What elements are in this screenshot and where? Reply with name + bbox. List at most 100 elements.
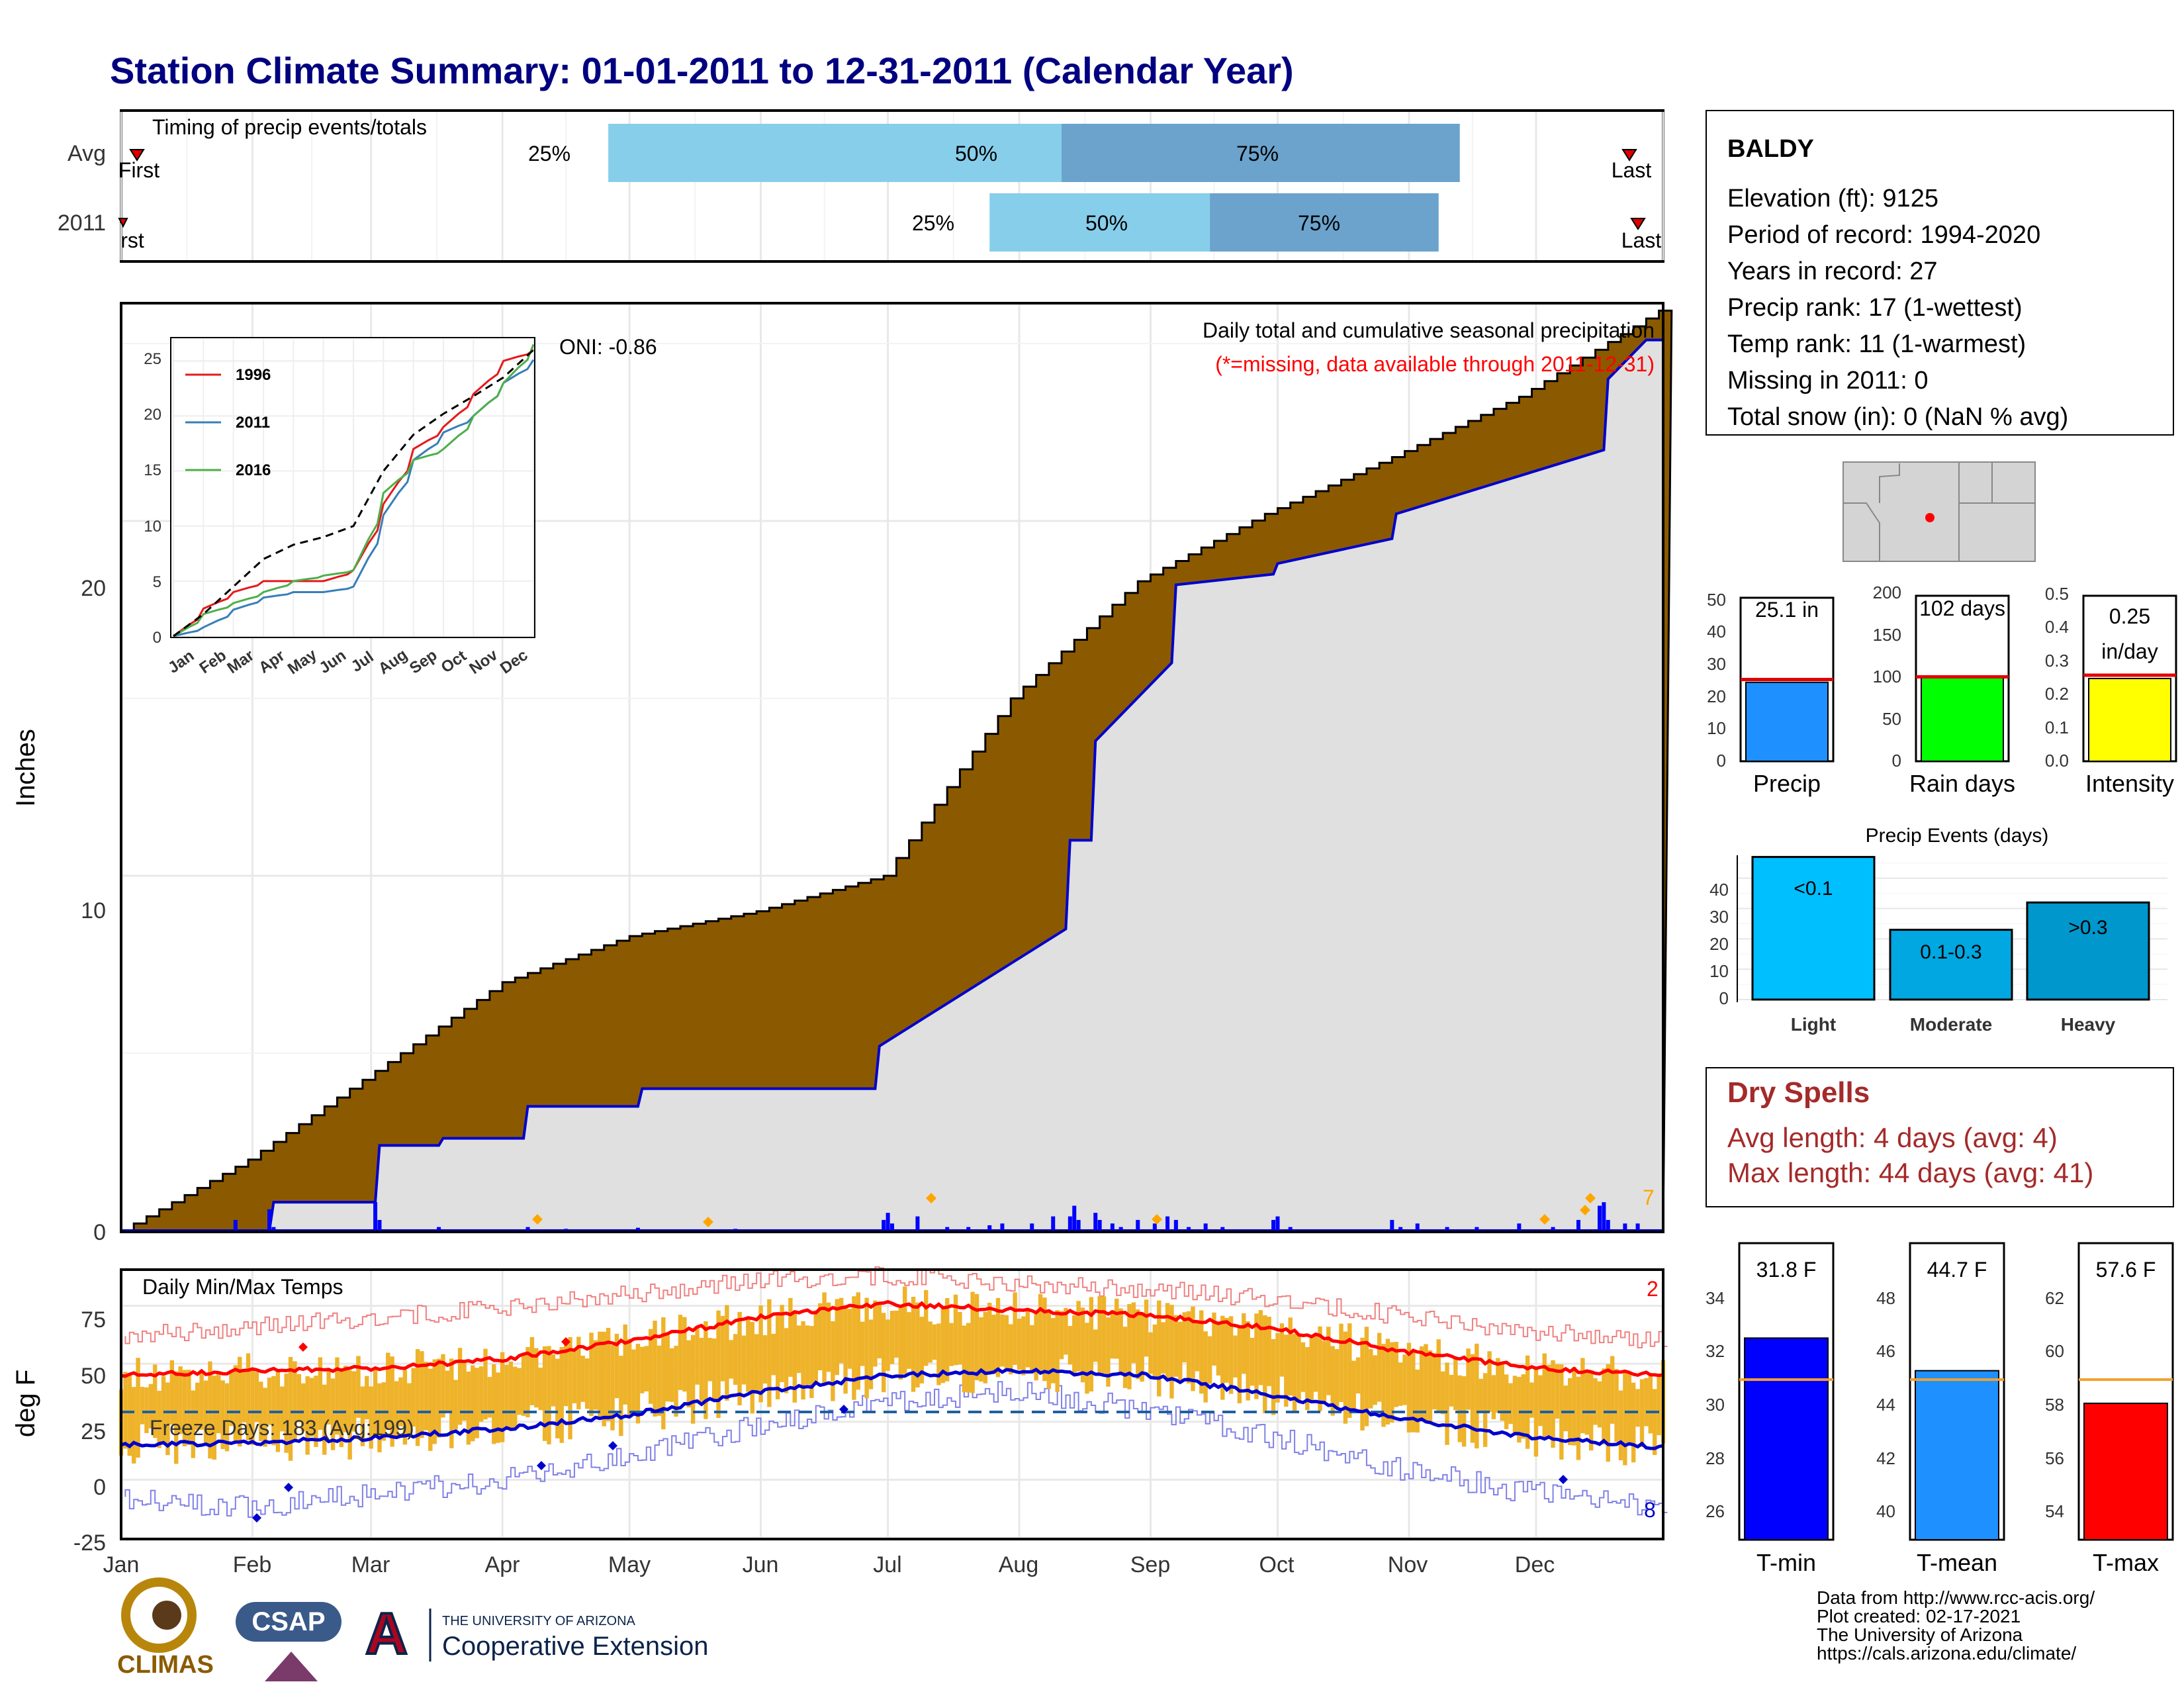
daily-precip-bar — [1275, 1216, 1280, 1231]
daily-temp-bar — [1415, 1369, 1420, 1433]
daily-temp-bar — [924, 1289, 929, 1366]
daily-temp-bar — [1292, 1333, 1297, 1413]
daily-temp-bar — [1521, 1374, 1525, 1439]
daily-temp-bar — [1051, 1318, 1056, 1383]
daily-temp-bar — [970, 1291, 975, 1393]
daily-precip-bar — [377, 1219, 382, 1231]
record-low-marker — [839, 1405, 848, 1414]
precip-ytick-10: 10 — [81, 898, 106, 923]
daily-temp-bar — [860, 1321, 865, 1366]
daily-precip-bar — [1597, 1205, 1602, 1231]
daily-temp-bar — [1470, 1354, 1475, 1443]
inset-ytick: 5 — [153, 573, 161, 591]
daily-temp-bar — [254, 1372, 259, 1423]
timing-bar-lower — [608, 124, 1062, 182]
daily-temp-bar — [631, 1349, 636, 1413]
rain-days-mini-label: Rain days — [1909, 770, 2015, 797]
station-name: BALDY — [1727, 135, 1814, 163]
station-line: Period of record: 1994-2020 — [1727, 221, 2040, 249]
daily-temp-bar — [471, 1365, 475, 1442]
daily-temp-bar — [1279, 1323, 1285, 1377]
daily-temp-bar — [788, 1297, 793, 1377]
timing-bar-upper — [1210, 193, 1439, 252]
daily-temp-bar — [178, 1366, 183, 1434]
daily-temp-bar — [907, 1312, 911, 1369]
precip-mini-chart: 25.1 in 0 10 20 30 40 50 Precip — [1707, 590, 1835, 797]
daily-temp-bar — [420, 1351, 424, 1438]
daily-temp-bar — [962, 1325, 967, 1393]
intensity-mini-chart: 0.25 in/day 0.0 0.1 0.2 0.3 0.4 0.5 Inte… — [2045, 584, 2177, 797]
mini-ytick: 0.5 — [2045, 584, 2069, 604]
record-min-line — [124, 1381, 1668, 1518]
daily-temp-bar — [987, 1303, 992, 1372]
daily-temp-bar — [1402, 1354, 1407, 1405]
daily-precip-bar — [1398, 1227, 1403, 1231]
daily-precip-bar — [1606, 1219, 1610, 1231]
csap-text: CSAP — [251, 1607, 325, 1636]
intensity-mini-label: Intensity — [2085, 770, 2174, 797]
daily-temp-bar — [1148, 1332, 1153, 1374]
daily-temp-bar — [733, 1334, 738, 1385]
daily-temp-bar — [974, 1293, 979, 1381]
daily-temp-bar — [1449, 1374, 1454, 1407]
daily-temp-bar — [690, 1335, 696, 1424]
daily-temp-bar — [296, 1374, 302, 1423]
daily-precip-bar — [1623, 1223, 1627, 1231]
daily-temp-bar — [1059, 1311, 1064, 1360]
ua-a-icon: A — [365, 1601, 408, 1666]
station-line: Years in record: 27 — [1727, 258, 1938, 285]
temp-top-count: 2 — [1647, 1277, 1659, 1301]
daily-temp-bar — [238, 1356, 242, 1446]
daily-temp-bar — [453, 1380, 458, 1430]
daily-temp-bar — [716, 1310, 721, 1419]
events-xlabel: Moderate — [1910, 1014, 1992, 1035]
daily-precip-bar — [233, 1219, 238, 1231]
daily-temp-bar — [1436, 1339, 1441, 1412]
extreme-marker — [532, 1214, 543, 1225]
daily-temp-bar — [813, 1310, 818, 1384]
timing-avg-25: 25% — [528, 142, 570, 165]
daily-temp-bar — [725, 1305, 729, 1401]
daily-precip-bar — [966, 1227, 971, 1231]
extreme-marker — [1580, 1205, 1590, 1215]
daily-temp-bar — [1377, 1333, 1382, 1402]
extreme-marker — [1539, 1214, 1550, 1225]
daily-temp-bar — [771, 1333, 776, 1376]
daily-temp-bar — [1644, 1378, 1649, 1427]
daily-precip-bar — [1173, 1219, 1178, 1231]
daily-temp-bar — [1533, 1368, 1539, 1457]
station-line: Total snow (in): 0 (NaN % avg) — [1727, 403, 2068, 431]
daily-temp-bar — [729, 1340, 733, 1379]
daily-temp-bar — [1475, 1343, 1479, 1449]
timing-first-2011: rst — [120, 228, 144, 252]
intensity-yticks: 0.0 0.1 0.2 0.3 0.4 0.5 — [2045, 584, 2069, 771]
daily-temp-bar — [817, 1303, 823, 1371]
daily-temp-bar — [1508, 1383, 1513, 1425]
temp-mini-ytick: 30 — [1706, 1395, 1725, 1415]
daily-temp-bar — [966, 1323, 971, 1393]
daily-precip-bar — [1390, 1219, 1394, 1231]
timing-row-avg: Avg — [68, 141, 106, 166]
daily-temp-bar — [386, 1352, 390, 1430]
timing-first-marker-2011 — [118, 218, 128, 228]
temp-mini-ytick: 28 — [1706, 1448, 1725, 1468]
events-bar-heavy — [2026, 901, 2150, 1001]
daily-temp-bar — [936, 1323, 941, 1385]
daily-temp-bar — [886, 1319, 890, 1371]
daily-precip-bar — [1517, 1223, 1522, 1231]
daily-precip-bar — [1602, 1202, 1606, 1231]
daily-precip-bar — [915, 1216, 920, 1231]
tmean-value: 44.7 F — [1927, 1258, 1987, 1282]
daily-temp-bar — [1360, 1337, 1365, 1431]
daily-temp-bar — [847, 1309, 852, 1369]
daily-precip-bar — [1445, 1227, 1449, 1231]
temp-xticks: Jan Feb Mar Apr May Jun Jul Aug Sep Oct … — [103, 1552, 1555, 1577]
daily-temp-bar — [365, 1376, 369, 1420]
daily-temp-bar — [1017, 1319, 1022, 1370]
daily-temp-bar — [1122, 1327, 1128, 1388]
temp-month: Jul — [873, 1552, 901, 1577]
timing-panel: Timing of precip events/totals Avg 2011 … — [58, 109, 1664, 263]
daily-temp-bars — [118, 1286, 1666, 1466]
daily-temp-bar — [894, 1310, 899, 1358]
daily-temp-bar — [1034, 1311, 1038, 1381]
